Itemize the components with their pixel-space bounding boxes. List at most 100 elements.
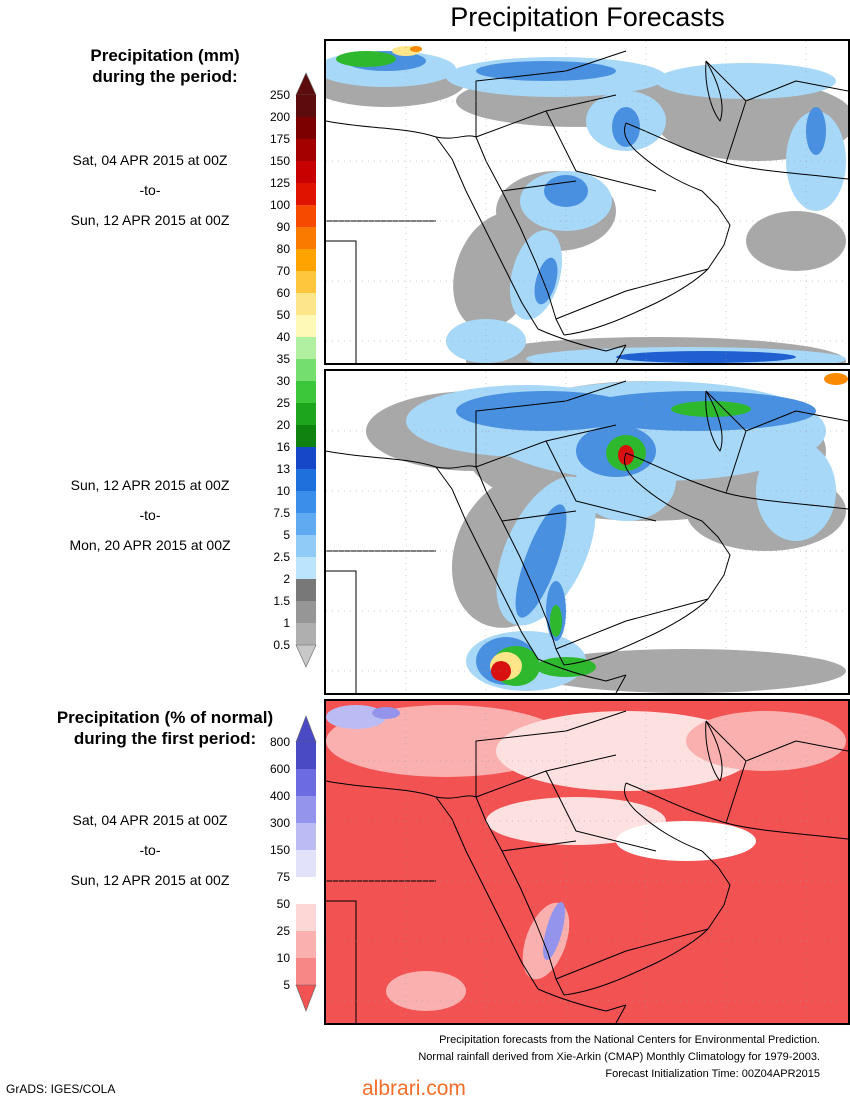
pct-legend-tick-label: 50 [277, 897, 291, 911]
light-rain [656, 63, 836, 99]
coastline-segment [545, 440, 657, 522]
legend-pct-title: Precipitation (% of normal) during the f… [30, 707, 300, 749]
mm-legend-swatch [296, 161, 316, 183]
mm-legend-swatch [296, 117, 316, 139]
mm-legend-tick-label: 80 [277, 242, 291, 256]
coastline-segment [537, 658, 627, 682]
coastline-segment [615, 1004, 627, 1023]
moderate-rain [476, 61, 616, 81]
map-panel-period2 [324, 369, 850, 695]
mm-legend-swatch [296, 469, 316, 491]
mm-legend-swatch [296, 491, 316, 513]
mm-legend-swatch [296, 447, 316, 469]
pct-legend-tick-label: 5 [283, 978, 290, 992]
dry-area [746, 211, 846, 271]
pct-legend-tick-label: 10 [277, 951, 291, 965]
coastline-segment [705, 60, 747, 102]
mm-legend-swatch [296, 425, 316, 447]
precip-map-period2 [326, 371, 848, 693]
precip-pct-colorbar: 800 600 400 300 150 75 50 25 10 5 [270, 715, 317, 1012]
mm-legend-tick-label: 90 [277, 220, 291, 234]
mm-legend-swatch [296, 227, 316, 249]
coastline-segment [501, 180, 577, 192]
mm-legend-swatch [296, 513, 316, 535]
footer-source-line: Precipitation forecasts from the Nationa… [439, 1034, 820, 1046]
pct-legend-swatch [296, 742, 316, 769]
mm-legend-tick-label: 2 [283, 572, 290, 586]
pct-legend-swatch [296, 904, 316, 931]
coastline-segment [475, 380, 627, 467]
period3-to: -to- [139, 842, 161, 858]
coastline-segment [705, 390, 747, 432]
mm-legend-swatch [296, 601, 316, 623]
period1-end: Sun, 12 APR 2015 at 00Z [70, 212, 230, 228]
coastline-segment [326, 900, 357, 1023]
pct-legend-swatch [296, 769, 316, 796]
heavy-rain [336, 51, 396, 67]
coastline-segment [501, 840, 577, 852]
mm-legend-tick-label: 150 [270, 154, 290, 168]
near-normal-area [686, 711, 846, 771]
pct-legend-tick-label: 75 [277, 870, 291, 884]
coastline-segment [435, 796, 539, 990]
above-normal-area [543, 901, 565, 961]
footer-climatology-line: Normal rainfall derived from Xie-Arkin (… [418, 1051, 820, 1063]
mm-legend-swatch [296, 535, 316, 557]
heavy-rain [671, 401, 751, 417]
mm-legend-tick-label: 125 [270, 176, 290, 190]
moderate-rain [456, 391, 636, 431]
moderate-rain [612, 107, 640, 147]
mm-legend-swatch [296, 337, 316, 359]
precip-mm-colorbar: 2502001751501251009080706050403530252016… [270, 72, 317, 668]
near-normal-area [486, 797, 666, 845]
coastline-segment [705, 720, 723, 782]
pct-legend-swatch [296, 958, 316, 985]
coastlines [326, 50, 848, 363]
near-normal-area [386, 971, 466, 1011]
mm-legend-tick-label: 1.5 [273, 594, 290, 608]
coastline-segment [475, 466, 565, 666]
moderate-rain [515, 504, 567, 618]
mm-legend-tick-label: 10 [277, 484, 291, 498]
period2-end: Mon, 20 APR 2015 at 00Z [69, 537, 231, 553]
coastlines [326, 380, 848, 693]
precip-percent-normal-map [326, 701, 848, 1023]
above-normal-area [372, 707, 400, 719]
legend-mm-title-line2: during the period: [92, 67, 238, 86]
mm-legend-swatch [296, 183, 316, 205]
mm-legend-tick-label: 60 [277, 286, 291, 300]
map-panel-period1 [324, 39, 850, 365]
mm-legend-swatch [296, 139, 316, 161]
period2-to: -to- [139, 507, 161, 523]
coastline-segment [701, 520, 731, 600]
mm-legend-tick-label: 250 [270, 88, 290, 102]
watermark: albrari.com [362, 1077, 466, 1100]
mm-legend-swatch [296, 359, 316, 381]
coastline-segment [555, 598, 709, 650]
mm-legend-swatch [296, 557, 316, 579]
coastline-segment [475, 136, 565, 336]
pct-legend-swatch [295, 984, 317, 1012]
mm-legend-swatch [296, 249, 316, 271]
coastline-segment [563, 268, 709, 336]
mm-legend-tick-label: 40 [277, 330, 291, 344]
coastline-segment [563, 928, 709, 996]
mm-legend-tick-label: 20 [277, 418, 291, 432]
coastline-segment [615, 674, 627, 693]
coastline-segment [555, 268, 709, 320]
coastline-segment [435, 466, 539, 660]
coastline-segment [701, 190, 731, 270]
period2-start: Sun, 12 APR 2015 at 00Z [70, 477, 230, 493]
pct-legend-tick-label: 150 [270, 843, 290, 857]
pct-legend-tick-label: 300 [270, 816, 290, 830]
mm-legend-tick-label: 70 [277, 264, 291, 278]
footer-init-time-line: Forecast Initialization Time: 00Z04APR20… [605, 1068, 820, 1080]
page-title: Precipitation Forecasts [450, 2, 725, 32]
mm-legend-swatch [296, 271, 316, 293]
pct-legend-tick-label: 25 [277, 924, 291, 938]
mm-legend-tick-label: 0.5 [273, 638, 290, 652]
coastline-segment [725, 410, 848, 494]
mm-legend-tick-label: 7.5 [273, 506, 290, 520]
moderate-rain [534, 257, 558, 305]
period1-to: -to- [139, 182, 161, 198]
